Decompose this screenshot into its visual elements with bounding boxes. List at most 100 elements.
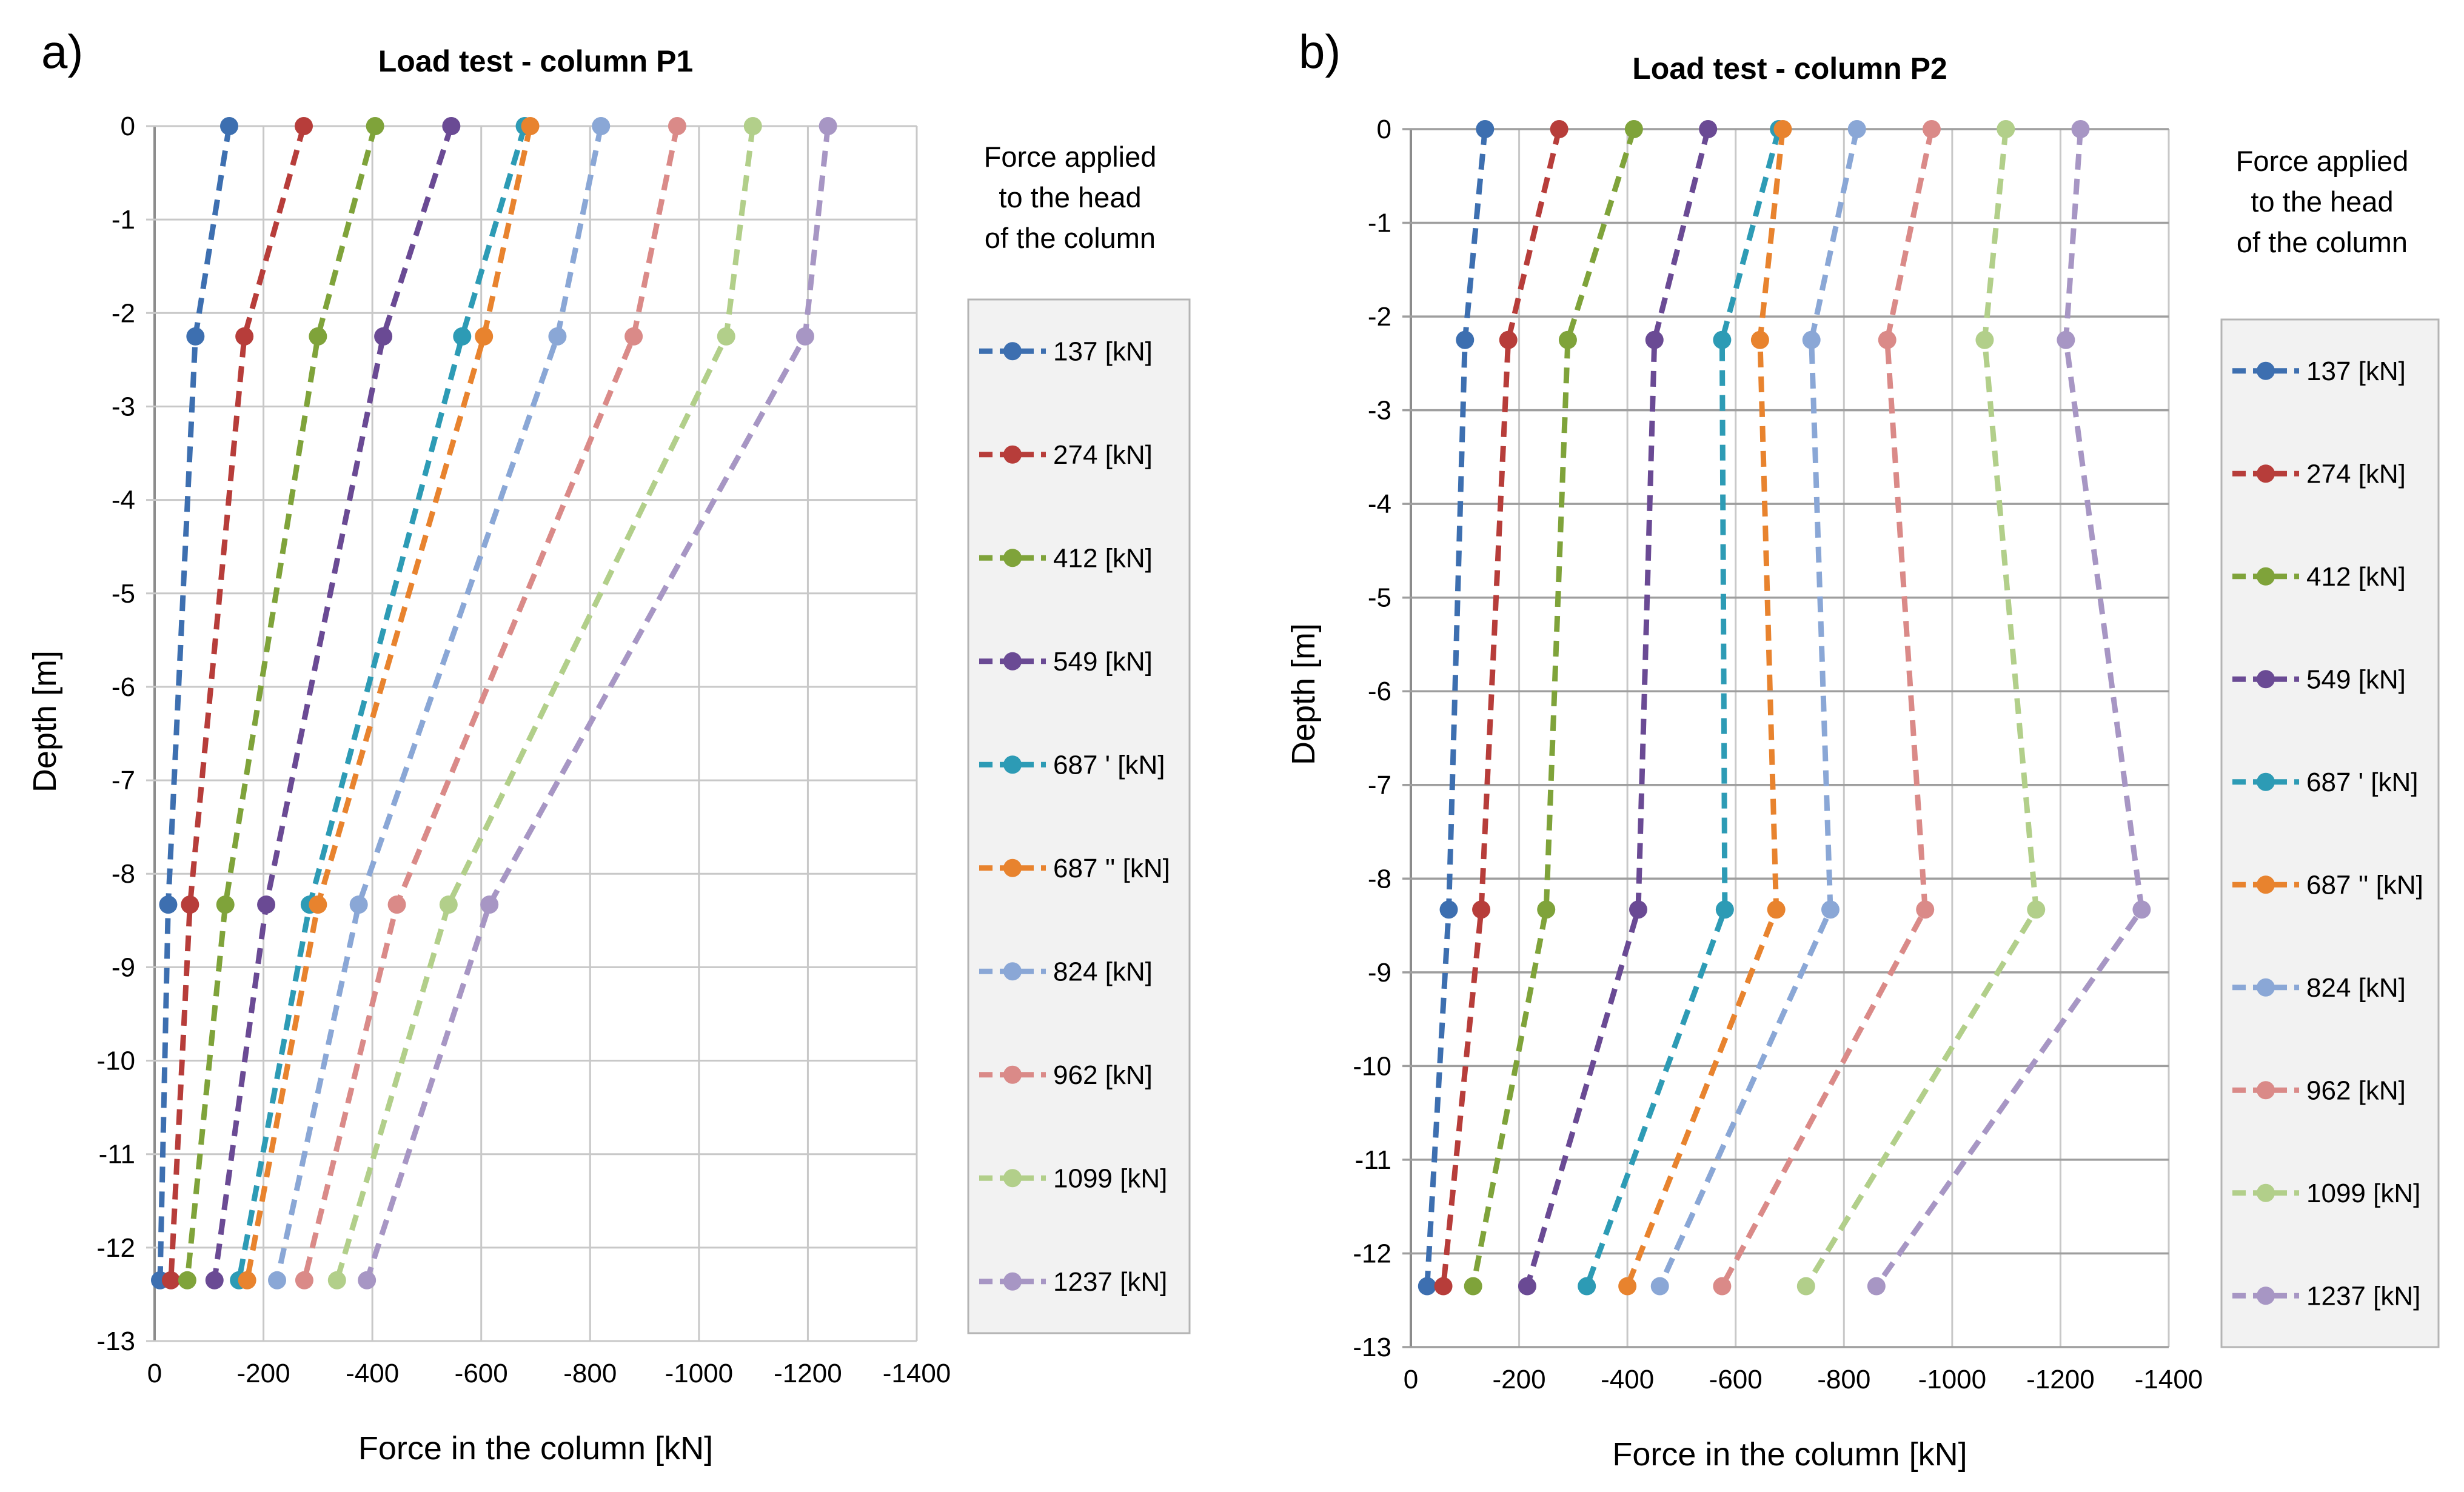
chart-b-data-point — [1878, 330, 1897, 349]
chart-a-data-point — [327, 1271, 346, 1290]
chart-b-series-line — [1719, 129, 1935, 1288]
chart-b-data-point — [1750, 330, 1769, 349]
chart-a-series-line — [236, 125, 527, 1281]
chart-b-legend-marker — [2257, 875, 2275, 894]
chart-b-series-line — [1424, 129, 1488, 1286]
chart-a-legend-label: 274 [kN] — [1053, 440, 1153, 470]
chart-a-x-tick: -1200 — [774, 1359, 842, 1388]
chart-b-data-point — [1767, 900, 1786, 919]
chart-a-data-point — [743, 117, 762, 135]
chart-a-y-axis-title: Depth [m] — [27, 651, 63, 792]
chart-b-y-tick: -6 — [1368, 677, 1391, 706]
chart-a-legend — [967, 298, 1191, 1334]
chart-b-panel-label: b) — [1299, 25, 1341, 78]
chart-b-data-point — [1558, 330, 1577, 349]
chart-b-legend-label: 962 [kN] — [2306, 1076, 2406, 1105]
chart-b-data-point — [1802, 330, 1821, 349]
chart-b-legend-label: 687 ' [kN] — [2306, 768, 2419, 797]
chart-a-legend-marker — [1003, 342, 1022, 361]
chart-b-data-point — [1550, 120, 1568, 138]
chart-b-legend-label: 1237 [kN] — [2306, 1281, 2420, 1311]
chart-b-legend-label: 824 [kN] — [2306, 973, 2406, 1003]
chart-b-data-point — [2057, 330, 2075, 349]
chart-b-legend-label: 274 [kN] — [2306, 459, 2406, 489]
chart-b-data-point — [1439, 900, 1458, 919]
chart-a-data-point — [475, 327, 494, 346]
chart-b-data-point — [1578, 1277, 1596, 1296]
chart-b-series-line — [1524, 128, 1711, 1287]
chart-a-y-tick: -12 — [96, 1233, 135, 1263]
chart-a-data-point — [238, 1271, 256, 1290]
chart-a-data-point — [205, 1271, 224, 1290]
chart-a-series-line — [184, 125, 378, 1281]
chart-a-legend-label: 687 ' [kN] — [1053, 750, 1165, 780]
chart-b-y-tick: -3 — [1368, 396, 1391, 426]
chart-b-data-point — [1916, 900, 1935, 919]
chart-a-legend-marker — [1003, 549, 1022, 567]
chart-a-y-tick: -7 — [112, 766, 135, 795]
chart-b-legend-heading: Force applied — [2236, 145, 2409, 177]
chart-a-data-point — [442, 117, 461, 135]
chart-b-series-line — [1803, 129, 2039, 1288]
chart-a-y-tick: -3 — [112, 392, 135, 421]
chart-b-series-line — [1441, 128, 1562, 1287]
chart-a-series-line — [274, 125, 604, 1281]
chart-b-data-point — [1847, 120, 1866, 138]
chart-a-data-point — [453, 327, 472, 346]
chart-b-legend-marker — [2257, 1183, 2275, 1202]
chart-b-data-point — [1624, 120, 1643, 138]
chart-a: a) Load test - column P1 0 -200 -400 -600 -800… — [27, 25, 1191, 1467]
chart-b-legend-marker — [2257, 1286, 2275, 1305]
chart-a-data-point — [235, 327, 254, 346]
chart-b-data-point — [1518, 1277, 1536, 1296]
chart-a-data-point — [349, 895, 368, 914]
chart-a-panel-label: a) — [41, 25, 83, 78]
chart-a-legend-label: 687 '' [kN] — [1053, 854, 1170, 883]
chart-b-data-point — [1499, 330, 1518, 349]
chart-a-data-point — [309, 327, 327, 346]
chart-b-data-point — [2132, 900, 2151, 919]
chart-a-data-point — [159, 895, 178, 914]
chart-b-data-point — [1618, 1277, 1637, 1296]
chart-b-x-tick: -200 — [1493, 1365, 1546, 1394]
chart-a-legend-marker — [1003, 1169, 1022, 1188]
chart-b-y-tick: -4 — [1368, 489, 1391, 519]
chart-b-data-point — [2071, 120, 2090, 138]
chart-b-legend — [2220, 318, 2440, 1348]
chart-b-y-tick: -7 — [1368, 771, 1391, 800]
chart-b-legend-marker — [2257, 567, 2275, 586]
chart-a-legend-marker — [1003, 1065, 1022, 1084]
chart-a-x-tick: -200 — [237, 1359, 290, 1388]
chart-a-legend-label: 962 [kN] — [1053, 1060, 1153, 1090]
chart-b-data-point — [1456, 330, 1475, 349]
chart-a-legend-marker — [1003, 445, 1022, 464]
chart-a-series-line — [364, 125, 831, 1282]
chart-a-legend-heading: to the head — [999, 181, 1141, 213]
chart-a-data-point — [480, 895, 499, 914]
chart-a-y-tick: -8 — [112, 859, 135, 889]
chart-a-data-point — [181, 895, 199, 914]
chart-b-y-tick: -5 — [1368, 583, 1391, 613]
chart-a-legend-label: 1099 [kN] — [1053, 1163, 1167, 1193]
chart-b-data-point — [1699, 120, 1718, 138]
chart-b-legend-heading: of the column — [2237, 226, 2408, 258]
chart-b-data-point — [1796, 1277, 1815, 1296]
chart-b-y-tick: -10 — [1353, 1051, 1391, 1081]
chart-a-data-point — [668, 117, 686, 135]
chart-a-series-line — [157, 125, 232, 1280]
chart-a-data-point — [309, 895, 327, 914]
chart-b-x-tick: -1200 — [2026, 1365, 2095, 1394]
chart-a-data-point — [161, 1271, 180, 1290]
chart-a-legend-label: 137 [kN] — [1053, 336, 1153, 366]
chart-a-data-point — [521, 117, 540, 135]
chart-b: b) Load test - column P2 0 -200 -400 -600 -800… — [1285, 25, 2440, 1473]
chart-b-x-tick: -1000 — [1918, 1365, 1987, 1394]
chart-a-x-tick: -1400 — [883, 1359, 951, 1388]
chart-a-data-point — [295, 117, 313, 135]
chart-a-legend-heading: of the column — [985, 222, 1156, 254]
chart-b-data-point — [1650, 1277, 1669, 1296]
chart-b-data-point — [1867, 1277, 1886, 1296]
chart-a-legend-label: 824 [kN] — [1053, 957, 1153, 986]
chart-b-y-tick: -13 — [1353, 1333, 1391, 1362]
chart-a-series-line — [168, 125, 307, 1281]
